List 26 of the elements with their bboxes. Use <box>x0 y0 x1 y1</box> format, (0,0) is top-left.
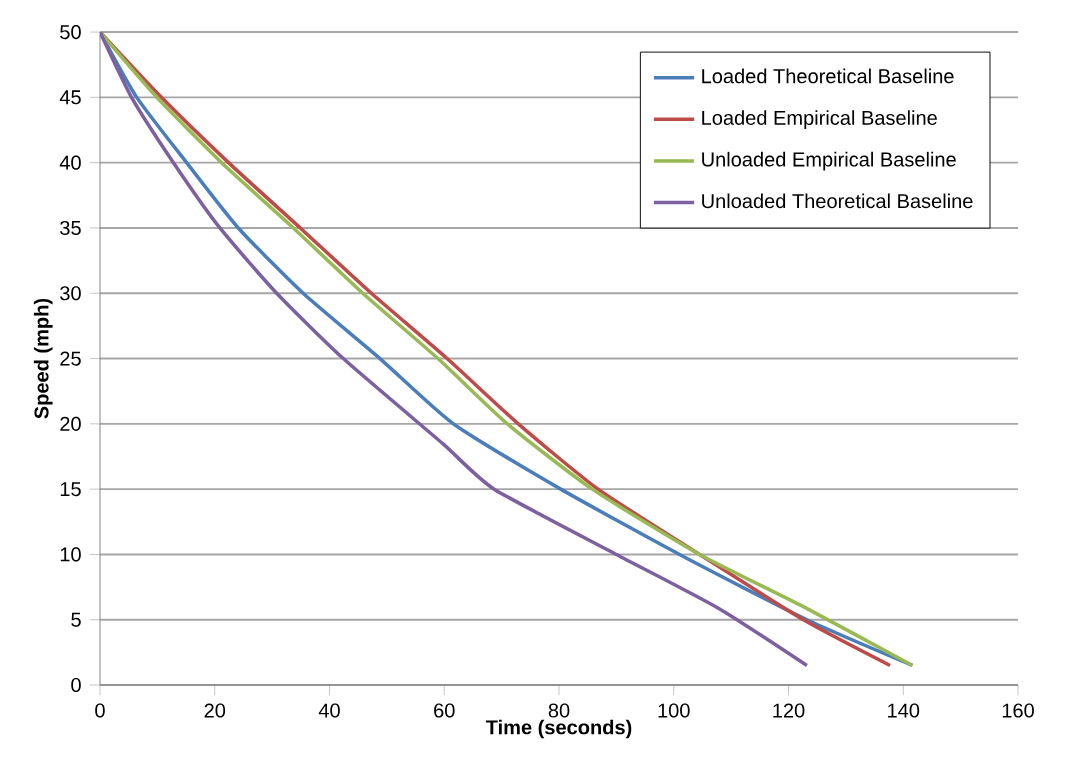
y-tick-label: 15 <box>60 482 81 497</box>
y-tick-label: 50 <box>60 24 81 40</box>
y-tick-label: 40 <box>59 155 81 170</box>
x-tick-label: 20 <box>204 703 226 718</box>
x-tick-label: 0 <box>95 703 105 718</box>
y-tick-label: 35 <box>60 220 81 236</box>
x-tick-label: 60 <box>434 703 455 718</box>
legend-label: Loaded Theoretical Baseline <box>702 68 954 84</box>
y-tick-label: 45 <box>59 90 81 105</box>
legend-label: Unloaded Theoretical Baseline <box>702 193 973 209</box>
x-tick-label: 120 <box>773 703 805 718</box>
y-tick-label: 10 <box>60 547 81 562</box>
y-tick-label: 25 <box>60 351 81 366</box>
legend-label: Loaded Empirical Baseline <box>702 110 937 129</box>
legend-label: Unloaded Empirical Baseline <box>702 151 956 171</box>
x-tick-label: 80 <box>548 703 570 718</box>
y-tick-label: 0 <box>71 677 81 693</box>
x-tick-label: 100 <box>658 703 690 718</box>
y-tick-label: 30 <box>60 286 81 301</box>
x-tick-label: 40 <box>318 703 340 718</box>
y-axis-title: Speed (mph) <box>33 298 53 419</box>
x-axis-title: Time (seconds) <box>485 719 632 739</box>
y-tick-label: 20 <box>60 416 81 431</box>
y-tick-label: 5 <box>71 612 81 627</box>
x-tick-label: 140 <box>888 703 920 718</box>
x-tick-label: 160 <box>1002 703 1034 718</box>
